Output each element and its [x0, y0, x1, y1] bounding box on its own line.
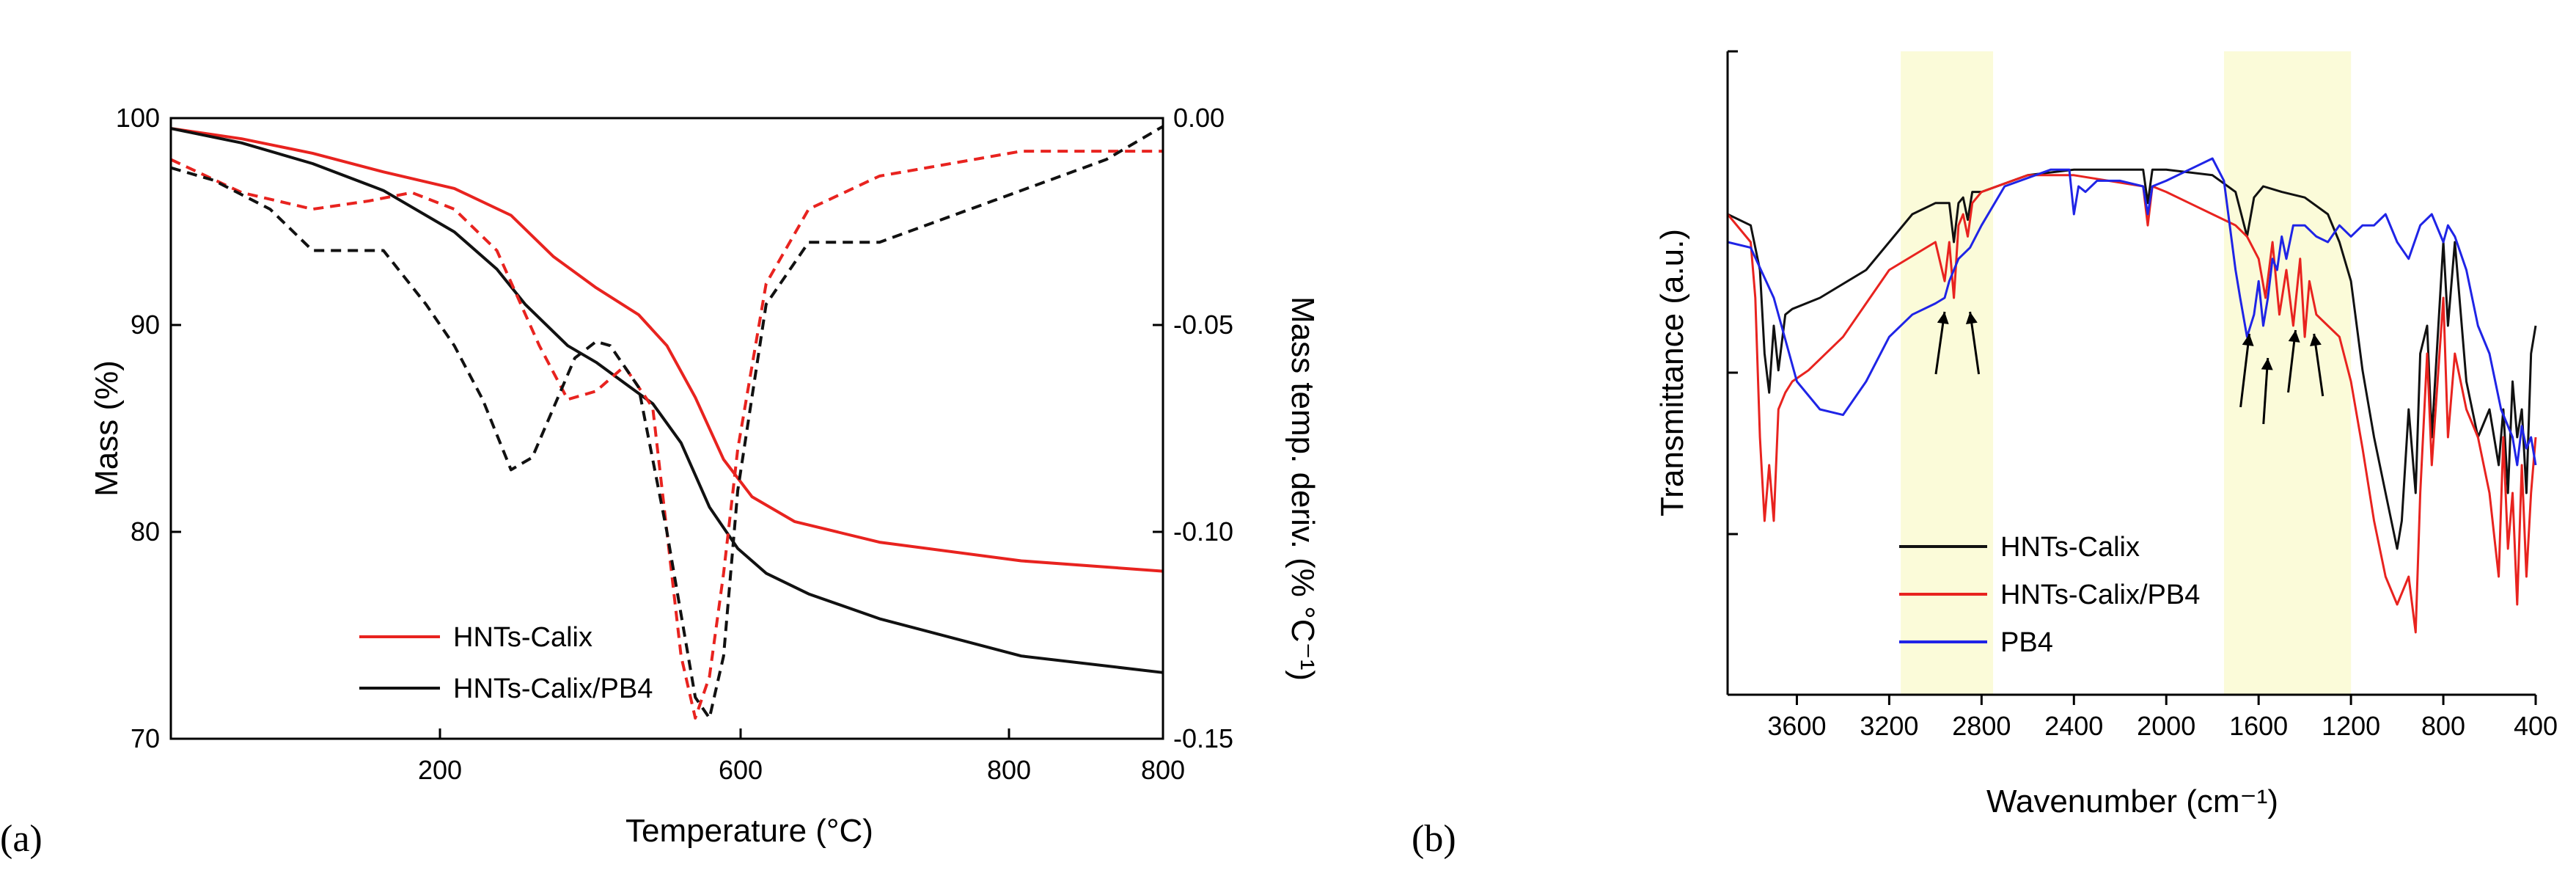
- arrow-head: [2288, 330, 2300, 343]
- arrow-head: [1965, 312, 1978, 324]
- chart-a-ytick-label: 90: [131, 310, 160, 340]
- chart-a-xtick-label: 200: [418, 755, 462, 785]
- chart-a-xtick-label: 800: [1141, 755, 1185, 785]
- chart-a-ytick-right-label: -0.10: [1173, 516, 1233, 547]
- chart-b-xtick-label: 1600: [2229, 711, 2288, 741]
- legend-label: HNTs-Calix/PB4: [453, 673, 653, 704]
- chart-a-ylabel-right: Mass temp. deriv. (% °C⁻¹): [1285, 296, 1321, 681]
- legend-label: HNTs-Calix: [453, 622, 592, 653]
- chart-a-series-1: [170, 127, 1164, 674]
- chart-a-ytick-label: 70: [131, 723, 160, 753]
- chart-b-xtick-label: 2000: [2137, 711, 2195, 741]
- chart-a-xtick-label: 600: [719, 755, 763, 785]
- chart-a-ticks: [171, 117, 1163, 740]
- chart-a-ytick-right-label: 0.00: [1173, 103, 1225, 133]
- chart-a-ytick-right-label: -0.05: [1173, 310, 1233, 340]
- arrow-head: [1937, 312, 1949, 324]
- panel-label-a: (a): [0, 818, 43, 860]
- arrow-shaft: [2239, 333, 2251, 408]
- chart-b: 3600 3200 2800 2400 2000 1600 1200 800 400 Waven…: [1412, 50, 2558, 860]
- chart-a-xtick-label: 800: [987, 755, 1031, 785]
- chart-a-ylabel: Mass (%): [89, 360, 125, 497]
- chart-a-series-2: [170, 150, 1163, 720]
- chart-a-legend: HNTs-Calix HNTs-Calix/PB4: [359, 622, 653, 704]
- chart-b-xtick-label: 3600: [1767, 711, 1826, 741]
- chart-b-series-1: [1726, 174, 2537, 634]
- chart-a-xlabel: Temperature (°C): [625, 813, 873, 849]
- highlight-region: [2223, 51, 2352, 695]
- chart-a-series-3: [170, 125, 1164, 720]
- chart-b-xticks: 3600 3200 2800 2400 2000 1600 1200 800 400: [1767, 695, 2558, 741]
- chart-b-xtick-label: 2800: [1952, 711, 2011, 741]
- chart-b-series-2: [1727, 157, 2537, 467]
- chart-b-plot-area: [1726, 157, 2537, 634]
- chart-a-series-0: [170, 127, 1164, 573]
- panel-label-b: (b): [1412, 818, 1456, 860]
- chart-b-xtick-label: 1200: [2322, 711, 2380, 741]
- chart-a-ytick-label: 80: [131, 516, 160, 547]
- chart-b-xtick-label: 3200: [1860, 711, 1918, 741]
- chart-a-plot-area: [170, 125, 1164, 720]
- arrow-head: [2261, 358, 2273, 370]
- chart-a-frame: [169, 117, 1164, 740]
- legend-label: HNTs-Calix/PB4: [2000, 580, 2200, 610]
- chart-a-ytick-right-label: -0.15: [1173, 723, 1233, 753]
- arrow-head: [2242, 334, 2254, 346]
- chart-b-xtick-label: 400: [2514, 711, 2558, 741]
- chart-b-arrows: [1934, 311, 2324, 425]
- chart-b-series-0: [1727, 168, 2537, 550]
- chart-b-ylabel: Transmittance (a.u.): [1654, 229, 1690, 516]
- chart-a: 200 600 800 800 70 80 90 100 -0.15 -0.10…: [0, 103, 1321, 860]
- chart-a-ytick-label: 100: [116, 103, 160, 133]
- legend-label: PB4: [2000, 627, 2053, 658]
- chart-b-xtick-label: 2400: [2044, 711, 2103, 741]
- chart-b-xtick-label: 800: [2421, 711, 2465, 741]
- chart-b-xlabel: Wavenumber (cm⁻¹): [1986, 783, 2278, 819]
- legend-label: HNTs-Calix: [2000, 532, 2140, 563]
- arrow-head: [2310, 334, 2322, 346]
- chart-b-legend: HNTs-Calix HNTs-Calix/PB4 PB4: [1899, 532, 2200, 658]
